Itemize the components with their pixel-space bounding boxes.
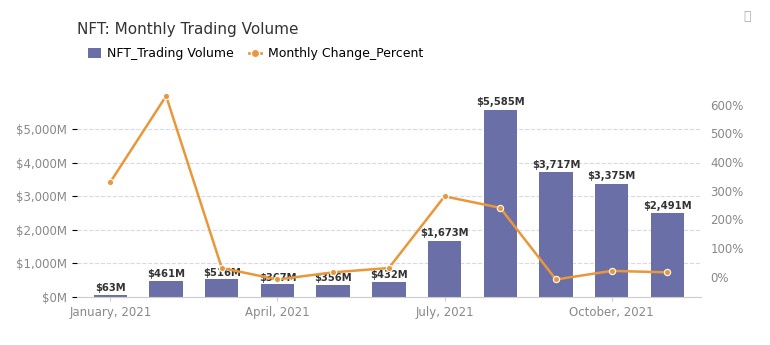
Bar xyxy=(316,285,350,297)
Bar xyxy=(484,110,517,297)
Text: $3,717M: $3,717M xyxy=(532,160,580,170)
Bar xyxy=(539,172,573,297)
Bar xyxy=(261,284,294,297)
Text: $3,375M: $3,375M xyxy=(588,171,636,181)
Bar xyxy=(595,184,628,297)
Text: $1,673M: $1,673M xyxy=(420,228,469,238)
Text: $432M: $432M xyxy=(370,270,407,280)
Text: $516M: $516M xyxy=(203,268,241,278)
Text: $461M: $461M xyxy=(147,269,185,279)
Legend: NFT_Trading Volume, Monthly Change_Percent: NFT_Trading Volume, Monthly Change_Perce… xyxy=(83,42,428,66)
Bar xyxy=(372,282,406,297)
Text: ⧉: ⧉ xyxy=(743,10,751,23)
Bar xyxy=(205,279,239,297)
Bar xyxy=(428,241,461,297)
Text: NFT: Monthly Trading Volume: NFT: Monthly Trading Volume xyxy=(77,22,299,37)
Text: $2,491M: $2,491M xyxy=(643,201,691,211)
Bar xyxy=(149,281,182,297)
Text: $5,585M: $5,585M xyxy=(476,97,524,107)
Text: $367M: $367M xyxy=(259,273,296,283)
Bar xyxy=(94,295,127,297)
Bar xyxy=(651,213,684,297)
Text: $356M: $356M xyxy=(314,273,352,283)
Text: $63M: $63M xyxy=(95,283,126,293)
